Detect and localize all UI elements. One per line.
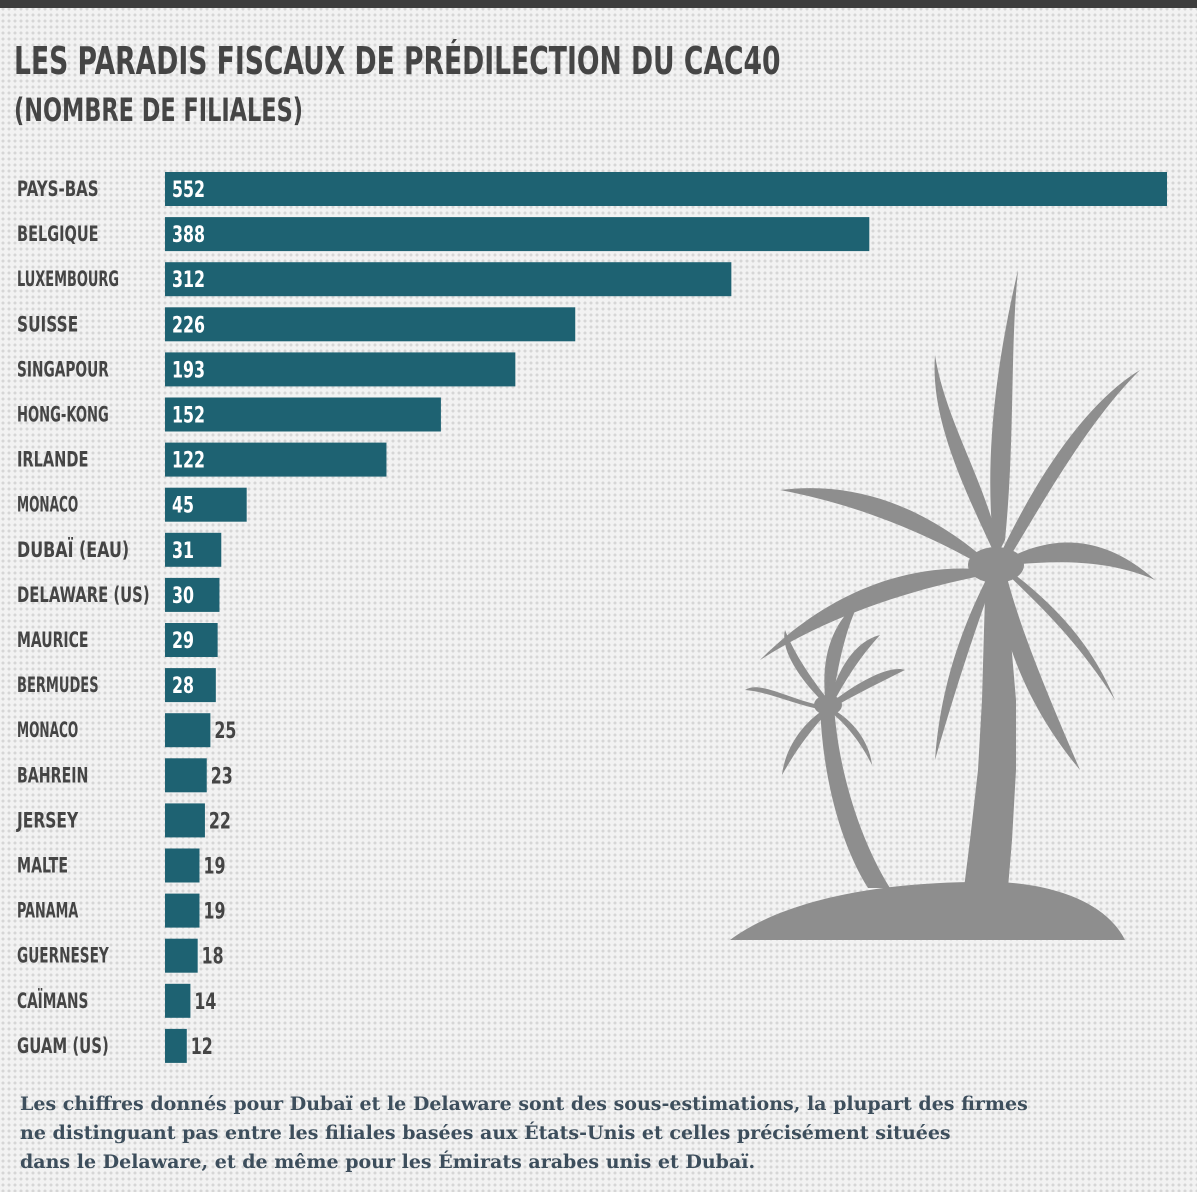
value-label: 226 xyxy=(172,313,205,338)
category-label: DELAWARE (US) xyxy=(17,583,150,607)
category-label: MAURICE xyxy=(17,628,88,652)
category-label: SINGAPOUR xyxy=(17,357,109,381)
footnote-line-1: Les chiffres donnés pour Dubaï et le Del… xyxy=(20,1093,1028,1115)
category-label: PAYS-BAS xyxy=(17,177,99,201)
bar xyxy=(165,623,218,657)
bar xyxy=(165,217,870,252)
bar xyxy=(165,803,205,838)
value-label: 12 xyxy=(191,1035,213,1060)
bar-chart: PAYS-BAS 552 BELGIQUE 388 LUXEMBOURG 312 SUISS… xyxy=(16,172,1167,1063)
category-label: BAHREIN xyxy=(17,763,88,787)
category-label: DUBAÏ (EAU) xyxy=(17,537,129,562)
chart-title: LES PARADIS FISCAUX DE PRÉDILECTION DU C… xyxy=(14,39,781,83)
bar xyxy=(165,713,211,748)
value-label: 152 xyxy=(172,404,205,429)
bar xyxy=(165,487,247,522)
value-label: 552 xyxy=(172,178,205,203)
category-label: CAÏMANS xyxy=(17,988,88,1013)
bar xyxy=(165,397,441,432)
bar xyxy=(165,262,732,297)
chart-subtitle: (NOMBRE DE FILIALES) xyxy=(14,91,303,129)
category-label: BERMUDES xyxy=(17,673,99,697)
value-label: 388 xyxy=(172,223,205,248)
bar xyxy=(165,307,576,342)
bar xyxy=(165,352,516,387)
category-label: MONACO xyxy=(17,493,78,517)
category-label: GUAM (US) xyxy=(17,1034,109,1058)
value-label: 19 xyxy=(203,855,225,880)
bar xyxy=(165,938,198,973)
value-label: 31 xyxy=(172,539,194,564)
palm-tree-island-icon xyxy=(730,270,1155,940)
value-label: 23 xyxy=(211,764,233,789)
footnote-line-2: ne distinguant pas entre les filiales ba… xyxy=(20,1122,951,1144)
category-label: MONACO xyxy=(17,718,78,742)
category-label: PANAMA xyxy=(17,899,79,923)
value-label: 14 xyxy=(194,990,216,1015)
footnote: Les chiffres donnés pour Dubaï et le Del… xyxy=(20,1090,1160,1177)
bar xyxy=(165,577,220,612)
category-label: SUISSE xyxy=(17,312,78,336)
value-label: 22 xyxy=(209,809,231,834)
value-label: 122 xyxy=(172,449,205,474)
category-label: HONG-KONG xyxy=(17,403,109,427)
value-label: 29 xyxy=(172,629,194,654)
value-label: 25 xyxy=(214,719,236,744)
category-label: GUERNESEY xyxy=(17,944,109,968)
bar xyxy=(165,983,191,1018)
footnote-line-3: dans le Delaware, et de même pour les Ém… xyxy=(20,1151,756,1173)
bars-group: PAYS-BAS 552 BELGIQUE 388 LUXEMBOURG 312 SUISS… xyxy=(16,172,1167,1063)
bar xyxy=(165,668,216,703)
value-label: 19 xyxy=(203,900,225,925)
bar xyxy=(165,848,200,883)
category-label: BELGIQUE xyxy=(17,222,99,246)
top-bar xyxy=(0,0,1197,8)
category-label: MALTE xyxy=(17,854,68,878)
value-label: 312 xyxy=(172,268,205,293)
bar xyxy=(165,532,222,567)
bar xyxy=(165,442,387,477)
category-label: LUXEMBOURG xyxy=(17,267,119,291)
value-label: 45 xyxy=(172,494,194,519)
bar xyxy=(165,1028,187,1063)
category-label: JERSEY xyxy=(16,808,79,832)
value-label: 18 xyxy=(202,945,224,970)
bar xyxy=(165,893,200,928)
bar xyxy=(165,172,1167,206)
value-label: 28 xyxy=(172,674,194,699)
bar xyxy=(165,758,207,793)
category-label: IRLANDE xyxy=(17,448,88,472)
value-label: 30 xyxy=(172,584,194,609)
value-label: 193 xyxy=(172,358,205,383)
